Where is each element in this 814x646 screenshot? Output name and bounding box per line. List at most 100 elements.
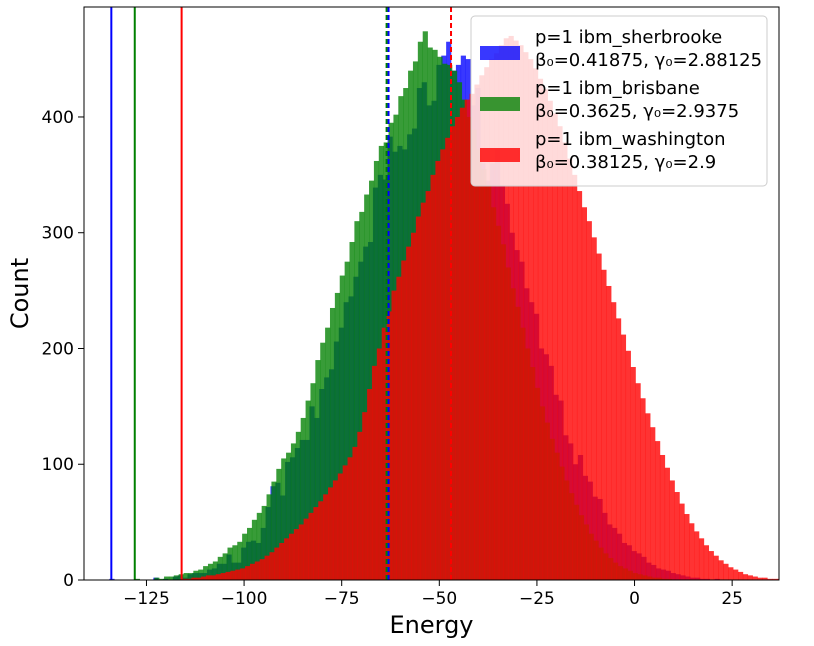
bar-washington-58 xyxy=(464,99,470,580)
bar-washington-45 xyxy=(401,260,407,580)
bar-washington-64 xyxy=(493,53,500,580)
bar-washington-101 xyxy=(674,492,680,580)
bar-washington-42 xyxy=(386,311,392,580)
bar-washington-82 xyxy=(581,207,587,580)
bar-washington-50 xyxy=(425,191,431,580)
bar-washington-29 xyxy=(323,494,329,580)
bar-washington-118 xyxy=(757,577,763,580)
y-tick-label: 100 xyxy=(42,455,74,475)
bar-washington-94 xyxy=(640,398,646,580)
bar-washington-106 xyxy=(698,538,705,580)
bar-washington-18 xyxy=(269,552,275,580)
y-tick-label: 0 xyxy=(63,571,74,591)
bar-brisbane-13 xyxy=(198,569,204,580)
bar-brisbane-31 xyxy=(286,452,292,580)
bar-washington-6 xyxy=(210,575,217,580)
bar-washington-107 xyxy=(703,545,710,580)
series-bars-washington xyxy=(181,35,779,580)
bar-washington-77 xyxy=(557,126,563,580)
x-tick-label: −25 xyxy=(519,589,555,609)
bar-washington-47 xyxy=(411,232,417,580)
bar-washington-99 xyxy=(664,467,670,580)
bar-brisbane-5 xyxy=(159,578,165,580)
bar-brisbane-22 xyxy=(242,533,248,580)
bar-washington-121 xyxy=(772,578,778,580)
bar-washington-69 xyxy=(518,45,524,580)
x-tick-label: −125 xyxy=(123,589,170,609)
bar-brisbane-41 xyxy=(334,292,341,580)
bar-brisbane-20 xyxy=(232,545,238,580)
bar-brisbane-15 xyxy=(207,563,214,580)
bar-washington-9 xyxy=(225,571,231,580)
x-tick-label: −75 xyxy=(324,589,360,609)
bar-washington-76 xyxy=(552,113,558,580)
bar-washington-46 xyxy=(406,246,412,580)
plot-area xyxy=(109,7,779,580)
bar-washington-75 xyxy=(547,100,553,580)
bar-washington-51 xyxy=(430,174,436,580)
bar-washington-98 xyxy=(659,454,666,580)
bar-washington-25 xyxy=(303,518,309,580)
x-tick-label: −100 xyxy=(221,589,268,609)
bar-brisbane-46 xyxy=(359,211,365,580)
bar-washington-28 xyxy=(318,501,324,580)
x-axis-label: Energy xyxy=(389,611,473,639)
bar-brisbane-6 xyxy=(164,576,170,580)
bar-washington-60 xyxy=(474,84,480,580)
bar-washington-70 xyxy=(523,52,529,580)
bar-washington-41 xyxy=(381,327,387,580)
bar-washington-122 xyxy=(777,578,779,580)
bar-brisbane-29 xyxy=(276,468,282,580)
bar-brisbane-21 xyxy=(237,541,243,580)
legend-swatch-washington xyxy=(480,148,520,162)
bar-brisbane-10 xyxy=(183,573,189,580)
bar-washington-102 xyxy=(679,503,685,580)
bar-washington-13 xyxy=(245,566,251,580)
bar-washington-12 xyxy=(240,568,246,580)
bar-washington-4 xyxy=(201,576,207,580)
bar-washington-62 xyxy=(484,67,490,580)
legend-label-brisbane: p=1 ibm_brisbane xyxy=(535,78,700,99)
reference-lines xyxy=(110,7,453,580)
bar-washington-2 xyxy=(191,577,197,580)
bar-brisbane-32 xyxy=(290,443,297,580)
bar-washington-95 xyxy=(645,413,651,580)
y-axis-ticks: 0 100 200 300 400 xyxy=(42,108,84,591)
bar-washington-119 xyxy=(762,577,768,580)
bar-washington-89 xyxy=(615,318,622,580)
bar-washington-15 xyxy=(254,561,260,580)
bar-washington-31 xyxy=(332,480,339,580)
bar-brisbane-18 xyxy=(222,553,228,580)
bar-washington-23 xyxy=(293,529,300,580)
bar-brisbane-48 xyxy=(369,180,375,580)
bar-brisbane-0 xyxy=(134,578,140,580)
bar-washington-68 xyxy=(513,40,519,580)
bar-washington-112 xyxy=(728,567,734,580)
bar-washington-100 xyxy=(669,480,675,580)
bar-washington-83 xyxy=(586,221,592,580)
bar-washington-17 xyxy=(264,555,270,580)
bar-washington-96 xyxy=(650,427,656,580)
bar-brisbane-40 xyxy=(329,307,336,580)
bar-washington-79 xyxy=(567,158,573,580)
bar-washington-44 xyxy=(396,276,402,580)
bar-washington-105 xyxy=(694,531,700,580)
bar-washington-120 xyxy=(767,578,773,580)
bar-brisbane-43 xyxy=(344,261,350,580)
x-tick-label: 25 xyxy=(721,589,743,609)
bar-washington-57 xyxy=(459,107,465,580)
bar-brisbane-36 xyxy=(310,383,316,580)
bar-washington-20 xyxy=(279,542,285,580)
bar-brisbane-47 xyxy=(364,194,370,580)
y-tick-label: 200 xyxy=(42,339,74,359)
bar-washington-21 xyxy=(284,538,290,580)
bar-washington-117 xyxy=(752,576,758,580)
y-tick-label: 300 xyxy=(42,224,74,244)
bar-washington-37 xyxy=(362,412,368,580)
bar-washington-92 xyxy=(630,367,636,580)
bar-brisbane-27 xyxy=(266,494,272,580)
bar-brisbane-45 xyxy=(354,221,360,580)
bar-washington-111 xyxy=(723,563,729,580)
bar-brisbane-39 xyxy=(325,327,331,580)
